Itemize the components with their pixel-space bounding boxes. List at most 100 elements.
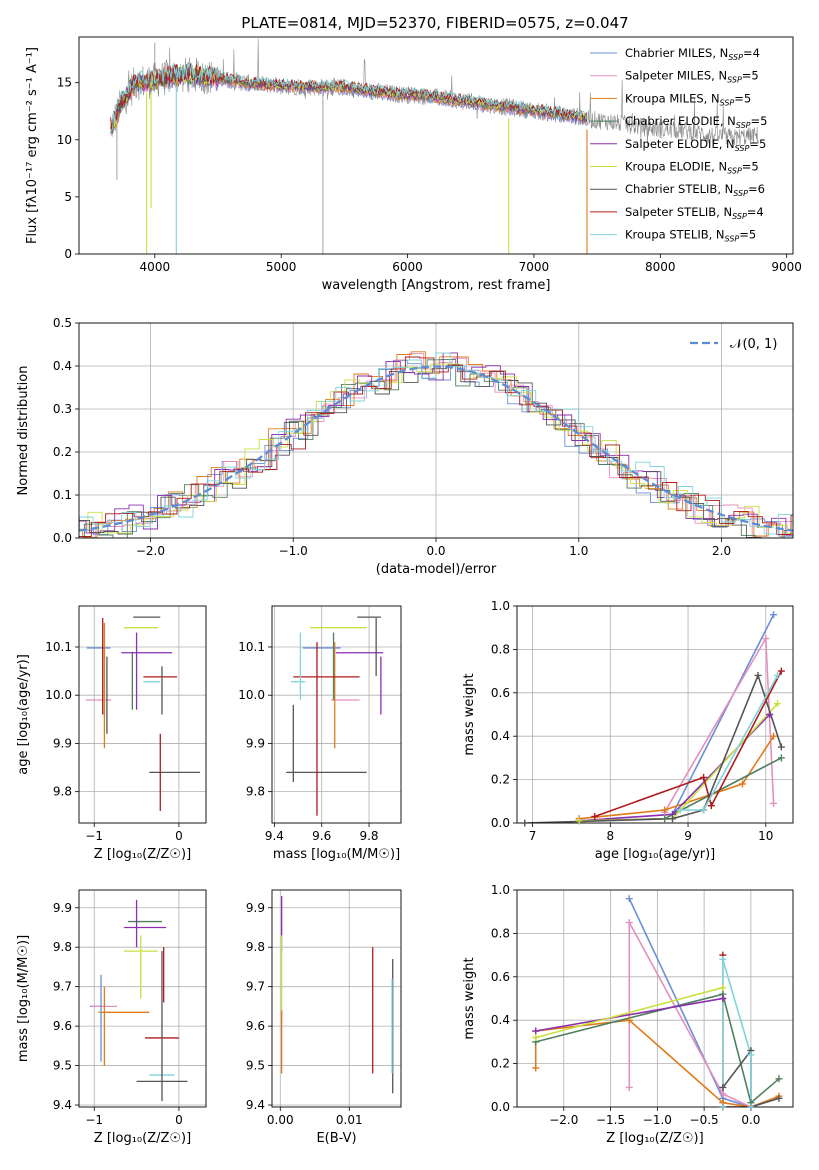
series-marker [719,1103,727,1111]
age_vs_Z-axes: −1 0 9.8 9.9 10.0 10.1 Z [log₁₀(Z/Z☉)] age [log… [16,605,207,862]
y-tick-label: 1.0 [491,599,510,613]
y-tick-label: 9.7 [246,980,265,994]
series-marker [719,955,727,963]
x-tick-label: 2.0 [712,544,731,558]
series-marker [532,1027,540,1035]
y-tick-label: 9.9 [246,901,265,915]
series-marker [719,1083,727,1091]
series-marker [625,1016,633,1024]
x-tick-label: 7000 [519,260,550,274]
y-tick-label: 0.4 [491,1013,510,1027]
legend-label: Chabrier ELODIE, NSSP=5 [625,114,767,130]
gaussian-legend-label: 𝒩(0, 1) [730,337,777,352]
y-tick-label: 0.0 [53,531,72,545]
y-tick-label: 0.4 [53,359,72,373]
series-marker [770,611,778,619]
histogram-chabrier-stelib [79,365,793,538]
x-axis-label: Z [log₁₀(Z/Z☉)] [94,1131,191,1146]
y-tick-label: 9.8 [53,785,72,799]
x-axis-label: mass [log₁₀(M/M☉)] [273,847,400,862]
mass_vs_ebv-plot-area [281,895,394,1094]
model-spectrum-chabrier-stelib [110,64,588,129]
x-tick-label: 0 [175,1113,183,1127]
series-marker [770,799,778,807]
x-tick-label: 0 [175,829,183,843]
x-tick-label: 9.4 [265,829,284,843]
series-marker [700,806,708,814]
x-axis-label: Z [log₁₀(Z/Z☉)] [606,1131,703,1146]
x-tick-label: 4000 [140,260,171,274]
residuals-axes: −2.0 −1.0 0.0 1.0 2.0 0.0 0.1 0.2 0.3 0.4 0.5 (data… [16,316,794,577]
series-marker [661,815,669,823]
histogram-salpeter-stelib [79,356,793,537]
y-tick-label: 0.0 [491,1100,510,1114]
y-tick-label: 0.2 [491,1057,510,1071]
y-tick-label: 10 [57,133,72,147]
y-tick-label: 0.5 [53,316,72,330]
y-tick-label: 9.9 [246,736,265,750]
y-tick-label: 0.4 [491,729,510,743]
histogram-kroupa-stelib [79,352,793,535]
age_vs_mass-frame [271,605,402,824]
y-tick-label: 9.8 [246,940,265,954]
age_vs_Z-frame [78,605,207,824]
series-marker [738,780,746,788]
series-marker [719,984,727,992]
residuals-frame [78,322,794,539]
series-line-kroupa-miles [579,735,775,820]
x-tick-label: 9000 [771,260,802,274]
x-tick-label: 0.0 [426,544,445,558]
x-tick-label: 7 [529,829,537,843]
mass_weight_vs_age-frame [516,605,794,824]
y-tick-label: 10.0 [238,688,265,702]
legend-label: Salpeter STELIB, NSSP=4 [625,205,764,221]
x-tick-label: 5000 [266,260,297,274]
x-tick-label: 10 [758,829,773,843]
legend-label: Kroupa STELIB, NSSP=5 [625,228,756,244]
y-axis-label: mass weight [462,673,477,755]
legend-label: Kroupa MILES, NSSP=5 [625,91,751,107]
mass_weight_vs_age-axes: 7 8 9 10 0.0 0.2 0.4 0.6 0.8 1.0 age [log₁₀(age/yr… [462,599,794,862]
y-tick-label: 10.0 [45,688,72,702]
x-tick-label: −0.5 [690,1113,719,1127]
series-marker [625,895,633,903]
mass_weight_vs_Z-frame [516,889,794,1108]
x-tick-label: 0.01 [336,1113,363,1127]
y-axis-label: mass weight [462,957,477,1039]
x-axis-label: E(B-V) [316,1131,356,1146]
series-line-salpeter-miles [628,922,752,1107]
x-tick-label: 0.00 [267,1113,294,1127]
x-tick-label: −2.0 [549,1113,578,1127]
y-tick-label: 5 [64,190,72,204]
x-axis-label: wavelength [Angstrom, rest frame] [322,278,551,293]
y-tick-label: 0.8 [491,926,510,940]
y-axis-label: age [log₁₀(age/yr)] [16,654,31,775]
y-tick-label: 0.3 [53,402,72,416]
series-marker [773,700,781,708]
x-tick-label: −1.0 [643,1113,672,1127]
series-marker [766,711,774,718]
spectrum-plot-area [110,38,759,254]
mass_weight_vs_age-plot-area [524,614,783,823]
y-tick-label: 15 [57,76,72,90]
y-tick-label: 1.0 [491,883,510,897]
y-tick-label: 0.6 [491,686,510,700]
series-marker [676,806,684,814]
model-spectrum-kroupa-stelib [110,61,588,131]
x-tick-label: 9.8 [359,829,378,843]
x-tick-label: −1 [85,1113,103,1127]
series-marker [668,815,676,823]
series-marker [625,919,633,927]
y-tick-label: 10.1 [238,640,265,654]
y-tick-label: 9.7 [53,980,72,994]
x-axis-label: age [log₁₀(age/yr)] [595,847,716,862]
series-line-salpeter-elodie [579,713,771,822]
series-marker [775,1094,783,1102]
y-tick-label: 9.4 [53,1098,72,1112]
series-line-kroupa-stelib [722,959,752,1107]
series-marker [747,1051,755,1059]
y-tick-label: 0.6 [491,970,510,984]
histogram-chabrier-elodie [79,358,793,538]
residuals-plot-area [79,351,793,538]
y-tick-label: 9.5 [246,1059,265,1073]
